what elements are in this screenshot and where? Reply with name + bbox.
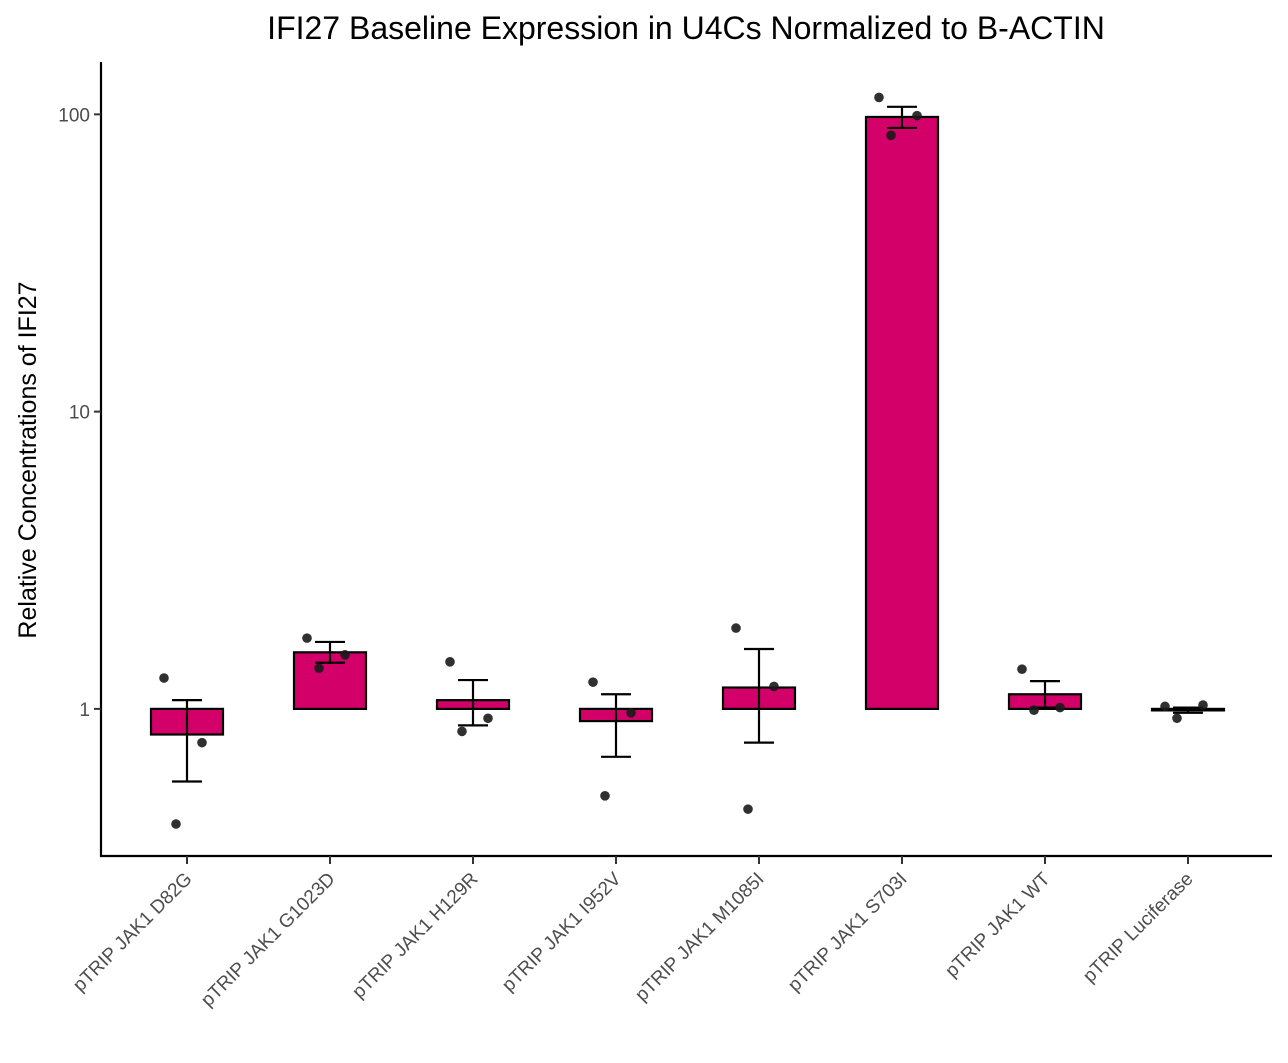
- x-tick-label: pTRIP JAK1 M1085I: [631, 869, 768, 1006]
- error-bar-4: [601, 693, 631, 758]
- x-tick-label: pTRIP JAK1 H129R: [348, 869, 482, 1003]
- error-bar-8: [1173, 706, 1203, 714]
- data-point: [731, 623, 741, 633]
- data-point: [445, 657, 455, 667]
- x-tick-label: pTRIP JAK1 S703I: [784, 869, 911, 996]
- data-point: [1172, 713, 1182, 724]
- data-point: [457, 726, 467, 737]
- y-tick-label: 10: [69, 403, 90, 424]
- data-point: [197, 737, 207, 748]
- data-point: [483, 713, 493, 724]
- y-tick-label: 1: [79, 700, 90, 721]
- data-point: [314, 663, 324, 674]
- data-point: [1055, 702, 1065, 713]
- x-tick-label: pTRIP Luciferase: [1079, 869, 1197, 987]
- x-tick-label: pTRIP JAK1 G1023D: [197, 869, 339, 1011]
- x-tick-label: pTRIP JAK1 WT: [941, 868, 1054, 981]
- bar-6: [864, 115, 940, 710]
- error-bar-2: [315, 640, 345, 664]
- chart-title: IFI27 Baseline Expression in U4Cs Normal…: [267, 10, 1105, 46]
- error-bar-1: [172, 699, 202, 783]
- x-tick-label: pTRIP JAK1 I952V: [498, 868, 626, 996]
- y-tick-label: 100: [58, 105, 90, 126]
- data-point: [626, 708, 636, 718]
- data-point: [302, 633, 312, 643]
- data-point: [874, 92, 884, 103]
- data-point: [159, 673, 169, 683]
- data-point: [886, 130, 896, 141]
- data-point: [1017, 664, 1027, 674]
- error-bar-5: [744, 647, 774, 744]
- error-bar-6: [887, 105, 917, 130]
- data-point: [340, 650, 350, 660]
- data-point: [1160, 701, 1170, 712]
- data-point: [743, 804, 753, 814]
- data-point: [171, 819, 181, 829]
- x-tick-label: pTRIP JAK1 D82G: [69, 869, 196, 996]
- data-point: [588, 677, 598, 687]
- data-point: [912, 110, 922, 121]
- error-bar-3: [458, 678, 488, 727]
- data-point: [1198, 700, 1208, 710]
- data-point: [769, 681, 779, 692]
- y-axis-label: Relative Concentrations of IFI27: [14, 281, 42, 638]
- data-point: [1029, 705, 1039, 715]
- data-point: [600, 791, 610, 801]
